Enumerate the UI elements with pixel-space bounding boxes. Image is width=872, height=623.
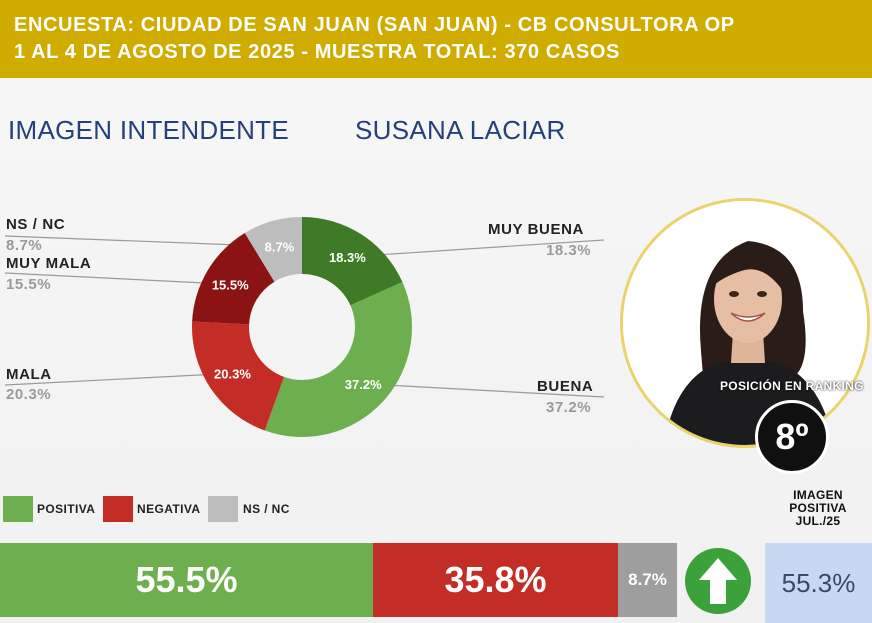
summary-value-positiva: 55.5% — [135, 559, 238, 600]
donut-slice-label: 8.7% — [265, 240, 295, 255]
previous-value-box: 55.3% — [765, 543, 872, 623]
leader-line — [347, 239, 605, 258]
person-name: SUSANA LACIAR — [355, 115, 566, 145]
donut-slice-label: 18.3% — [329, 250, 366, 265]
value-muy-buena: 18.3% — [546, 242, 592, 259]
donut-slice-buena — [264, 282, 412, 437]
previous-label: IMAGEN POSITIVA JUL./25 — [766, 489, 870, 528]
previous-label-line2: POSITIVA — [789, 501, 847, 515]
arrow-up-icon — [685, 548, 751, 614]
value-nsnc: 8.7% — [6, 237, 43, 254]
previous-label-line1: IMAGEN — [793, 488, 843, 502]
value-muy-mala: 15.5% — [6, 276, 52, 293]
portrait-photo — [620, 198, 870, 448]
label-mala: MALA — [6, 366, 52, 383]
summary-value-negativa: 35.8% — [444, 559, 547, 600]
header-title-line1: ENCUESTA: CIUDAD DE SAN JUAN (SAN JUAN) … — [14, 14, 735, 36]
legend-swatch-nsnc — [208, 496, 238, 522]
donut-slice-ns-nc — [244, 217, 302, 282]
legend-label-positiva: POSITIVA — [37, 502, 96, 516]
leader-line — [4, 272, 231, 285]
header-title-line2: 1 AL 4 DE AGOSTO DE 2025 - MUESTRA TOTAL… — [14, 41, 620, 63]
summary-value-nsnc: 8.7% — [628, 570, 667, 589]
donut-slice-muy-mala — [192, 233, 275, 325]
person-silhouette-icon — [623, 201, 867, 445]
summary-bar-negativa: 35.8% — [373, 543, 618, 617]
summary-bar-positiva: 55.5% — [0, 543, 373, 617]
donut-slice-muy-buena — [302, 217, 403, 306]
previous-label-line3: JUL./25 — [795, 514, 841, 528]
donut-slice-label: 15.5% — [212, 277, 249, 292]
legend-label-negativa: NEGATIVA — [137, 502, 201, 516]
donut-slice-label: 37.2% — [345, 377, 382, 392]
ranking-badge: 8º — [755, 400, 829, 474]
label-buena: BUENA — [537, 378, 594, 395]
leader-line — [363, 383, 605, 398]
label-muy-buena: MUY BUENA — [488, 221, 584, 238]
value-mala: 20.3% — [6, 386, 52, 403]
donut-slice-label: 20.3% — [214, 366, 251, 381]
donut-slice-labels: 18.3% 37.2% 20.3% 15.5% 8.7% — [212, 240, 382, 392]
legend-label-nsnc: NS / NC — [243, 502, 290, 516]
label-muy-mala: MUY MALA — [6, 255, 92, 272]
previous-value: 55.3% — [781, 567, 856, 598]
leader-line — [4, 372, 233, 386]
label-nsnc: NS / NC — [6, 216, 66, 233]
summary-bar-nsnc: 8.7% — [618, 543, 677, 617]
value-buena: 37.2% — [546, 399, 592, 416]
section-title: IMAGEN INTENDENTE — [8, 115, 290, 145]
legend-swatch-negativa — [103, 496, 133, 522]
header-banner: ENCUESTA: CIUDAD DE SAN JUAN (SAN JUAN) … — [0, 0, 872, 78]
legend-swatch-positiva — [3, 496, 33, 522]
donut-slice-mala — [192, 321, 285, 431]
donut-slices — [192, 217, 412, 437]
ranking-label: POSICIÓN EN RANKING — [720, 379, 864, 393]
